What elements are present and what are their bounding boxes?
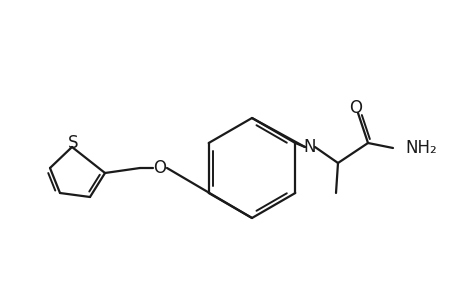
Text: NH₂: NH₂ — [404, 139, 436, 157]
Text: O: O — [153, 159, 166, 177]
Text: S: S — [67, 134, 78, 152]
Text: N: N — [303, 138, 316, 156]
Text: O: O — [349, 99, 362, 117]
